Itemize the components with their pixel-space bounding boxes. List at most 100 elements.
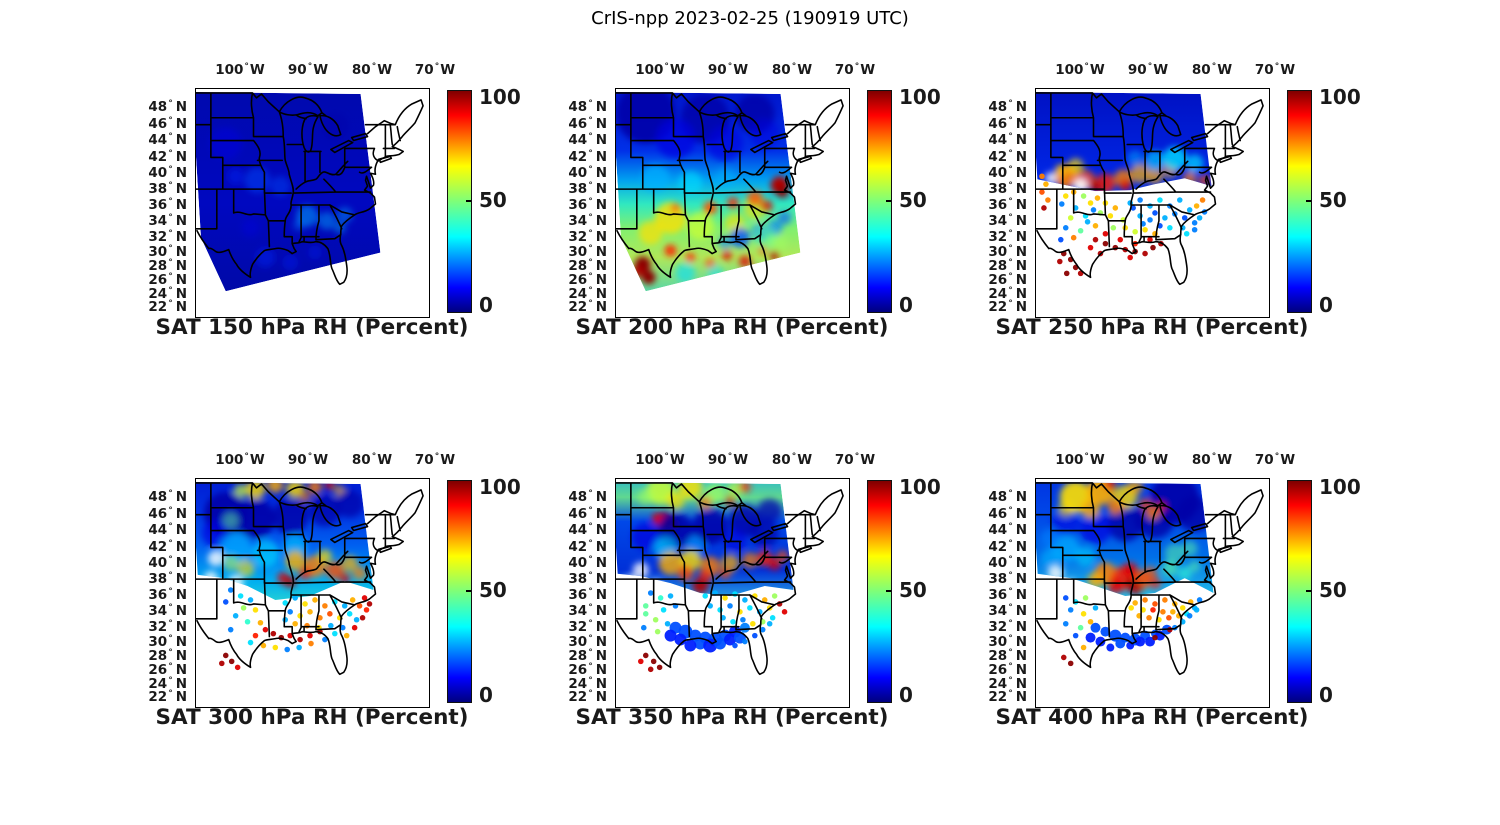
degree-symbol: °: [1008, 586, 1013, 597]
degree-symbol: °: [1008, 298, 1013, 309]
lat-tick-label: 48° N: [568, 98, 607, 115]
degree-symbol: °: [1008, 647, 1013, 658]
degree-symbol: °: [588, 285, 593, 296]
degree-symbol: °: [588, 633, 593, 644]
lon-tick-label: 70°W: [1254, 451, 1296, 468]
degree-symbol: °: [1008, 570, 1013, 581]
degree-symbol: °: [1274, 451, 1280, 462]
rh-map-plot: [1036, 481, 1264, 676]
lat-tick-label: 32° N: [148, 228, 187, 245]
lat-tick-label: 22° N: [988, 688, 1027, 705]
lat-tick-label: 34° N: [148, 602, 187, 619]
colorbar-label-0: 0: [479, 683, 493, 707]
degree-symbol: °: [168, 554, 173, 565]
map-outline: [196, 482, 424, 676]
degree-symbol: °: [1008, 98, 1013, 109]
lat-tick-label: 36° N: [568, 586, 607, 603]
degree-symbol: °: [1008, 521, 1013, 532]
colorbar-label-0: 0: [1319, 683, 1333, 707]
colorbar-tick-50: [886, 590, 891, 592]
map-outline: [616, 482, 844, 676]
map-panel-3: 100°W 90°W 80°W 70°W 48° N 46° N 44° N 42° N 40° N 38°…: [988, 62, 1360, 340]
degree-symbol: °: [588, 98, 593, 109]
colorbar: [1287, 480, 1312, 703]
lat-tick-label: 34° N: [988, 602, 1027, 619]
lat-tick-label: 38° N: [148, 570, 187, 587]
degree-symbol: °: [1008, 633, 1013, 644]
degree-symbol: °: [727, 451, 733, 462]
map-panel-6: 100°W 90°W 80°W 70°W 48° N 46° N 44° N 42° N 40° N 38°…: [988, 452, 1360, 730]
lat-tick-label: 30° N: [148, 633, 187, 650]
colorbar-tick-50: [466, 200, 471, 202]
degree-symbol: °: [1008, 271, 1013, 282]
lat-tick-label: 26° N: [568, 271, 607, 288]
panel-title: SAT 200 hPa RH (Percent): [575, 315, 889, 340]
degree-symbol: °: [588, 164, 593, 175]
degree-symbol: °: [1211, 451, 1217, 462]
colorbar-tick-50: [886, 200, 891, 202]
degree-symbol: °: [588, 647, 593, 658]
lon-tick-label: 100°W: [1055, 451, 1105, 468]
lon-tick-label: 70°W: [414, 451, 456, 468]
degree-symbol: °: [1274, 61, 1280, 72]
lon-tick-label: 80°W: [771, 451, 813, 468]
colorbar-label-100: 100: [479, 475, 521, 499]
degree-symbol: °: [307, 61, 313, 72]
degree-symbol: °: [588, 298, 593, 309]
lat-tick-label: 46° N: [988, 505, 1027, 522]
lat-tick-label: 28° N: [988, 257, 1027, 274]
degree-symbol: °: [588, 196, 593, 207]
degree-symbol: °: [588, 618, 593, 629]
footprint-dots-layer: [219, 587, 373, 671]
degree-symbol: °: [588, 257, 593, 268]
degree-symbol: °: [1008, 131, 1013, 142]
rh-map-plot: [196, 481, 424, 676]
degree-symbol: °: [168, 212, 173, 223]
lat-tick-label: 40° N: [148, 164, 187, 181]
lat-tick-label: 32° N: [988, 618, 1027, 635]
map-panel-2: 100°W 90°W 80°W 70°W 48° N 46° N 44° N 42° N 40° N 38°…: [568, 62, 940, 340]
lat-tick-label: 42° N: [568, 148, 607, 165]
lat-tick-label: 36° N: [988, 586, 1027, 603]
degree-symbol: °: [1008, 212, 1013, 223]
colorbar-label-0: 0: [899, 293, 913, 317]
degree-symbol: °: [168, 257, 173, 268]
panel-title: SAT 350 hPa RH (Percent): [575, 705, 889, 730]
lon-tick-label: 100°W: [635, 61, 685, 78]
colorbar-label-100: 100: [1319, 85, 1361, 109]
degree-symbol: °: [168, 228, 173, 239]
lat-tick-label: 46° N: [988, 115, 1027, 132]
degree-symbol: °: [1008, 257, 1013, 268]
degree-symbol: °: [1008, 554, 1013, 565]
degree-symbol: °: [1008, 688, 1013, 699]
map-frame: [195, 88, 430, 318]
degree-symbol: °: [1008, 243, 1013, 254]
degree-symbol: °: [1147, 61, 1153, 72]
degree-symbol: °: [588, 554, 593, 565]
degree-symbol: °: [588, 243, 593, 254]
degree-symbol: °: [244, 61, 249, 72]
degree-symbol: °: [168, 148, 173, 159]
lat-tick-label: 38° N: [988, 570, 1027, 587]
lat-tick-label: 46° N: [568, 505, 607, 522]
degree-symbol: °: [371, 451, 377, 462]
lat-tick-label: 24° N: [988, 285, 1027, 302]
lat-tick-label: 24° N: [568, 285, 607, 302]
lat-tick-label: 22° N: [148, 688, 187, 705]
degree-symbol: °: [168, 521, 173, 532]
lat-tick-label: 24° N: [148, 285, 187, 302]
degree-symbol: °: [168, 538, 173, 549]
lon-tick-label: 70°W: [834, 451, 876, 468]
lat-tick-label: 32° N: [568, 618, 607, 635]
degree-symbol: °: [588, 586, 593, 597]
degree-symbol: °: [588, 115, 593, 126]
degree-symbol: °: [664, 451, 669, 462]
degree-symbol: °: [1008, 285, 1013, 296]
lat-tick-label: 26° N: [148, 661, 187, 678]
lat-tick-label: 24° N: [148, 675, 187, 692]
map-panel-1: 100°W 90°W 80°W 70°W 48° N 46° N 44° N 42° N 40° N 38°…: [148, 62, 520, 340]
degree-symbol: °: [791, 61, 797, 72]
lat-tick-label: 26° N: [568, 661, 607, 678]
lat-tick-label: 44° N: [568, 131, 607, 148]
